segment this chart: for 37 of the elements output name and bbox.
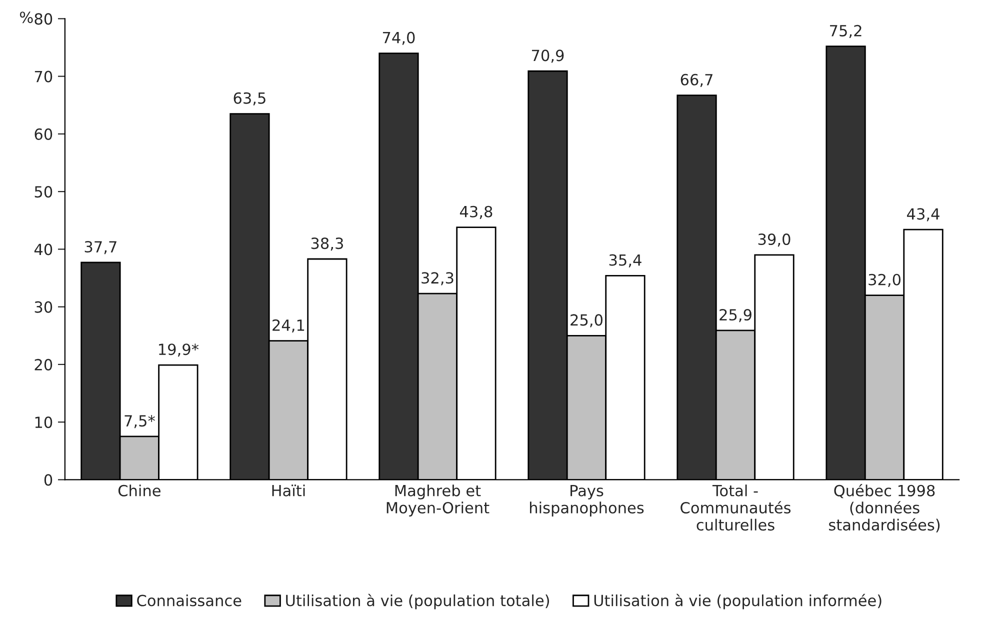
y-tick-label: 70 [34,70,52,82]
y-tick-label: 0 [44,474,52,486]
x-tick-label: Chine [118,484,160,496]
y-tick-label: 30 [34,301,52,313]
data-label: 25,9 [720,308,752,322]
x-tick-label: Total - Communautés culturelles [680,484,791,531]
data-label: 32,3 [422,272,454,286]
data-label: 35,4 [609,254,642,268]
x-tick-label: Québec 1998 (données standardisées) [829,484,940,532]
data-label: 43,4 [907,208,940,222]
data-label: 38,3 [311,238,343,251]
y-tick-label: 10 [35,416,52,428]
data-label: 7,5* [124,415,155,428]
data-label: 19,9* [159,344,199,357]
data-label: 37,7 [84,240,116,254]
x-tick-label: Haïti [272,484,305,496]
y-tick-label: 40 [34,244,52,256]
data-label: 75,2 [830,24,862,38]
data-label: 66,7 [680,74,712,87]
y-tick-label: 60 [34,128,52,140]
data-label: 25,0 [570,314,602,328]
legend-label: Utilisation à vie (population informée) [594,594,882,610]
y-tick-label: 20 [34,358,52,370]
y-tick-label: 50 [34,186,52,198]
data-label: 74,0 [382,32,415,45]
data-label: 43,8 [460,206,492,219]
x-tick-label: Pays hispanophones [530,485,644,516]
data-label: 32,0 [868,274,901,287]
data-label: 24,1 [272,319,304,332]
data-label: 70,9 [532,50,564,63]
y-tick-label: 80 [34,13,52,25]
y-axis-title: % [20,12,33,24]
x-tick-label: Maghreb et Moyen-Orient [386,484,490,516]
legend-label: Connaissance [137,594,242,606]
data-label: 39,0 [758,234,790,247]
data-label: 63,5 [234,92,266,106]
legend-label: Utilisation à vie (population totale) [286,594,549,610]
